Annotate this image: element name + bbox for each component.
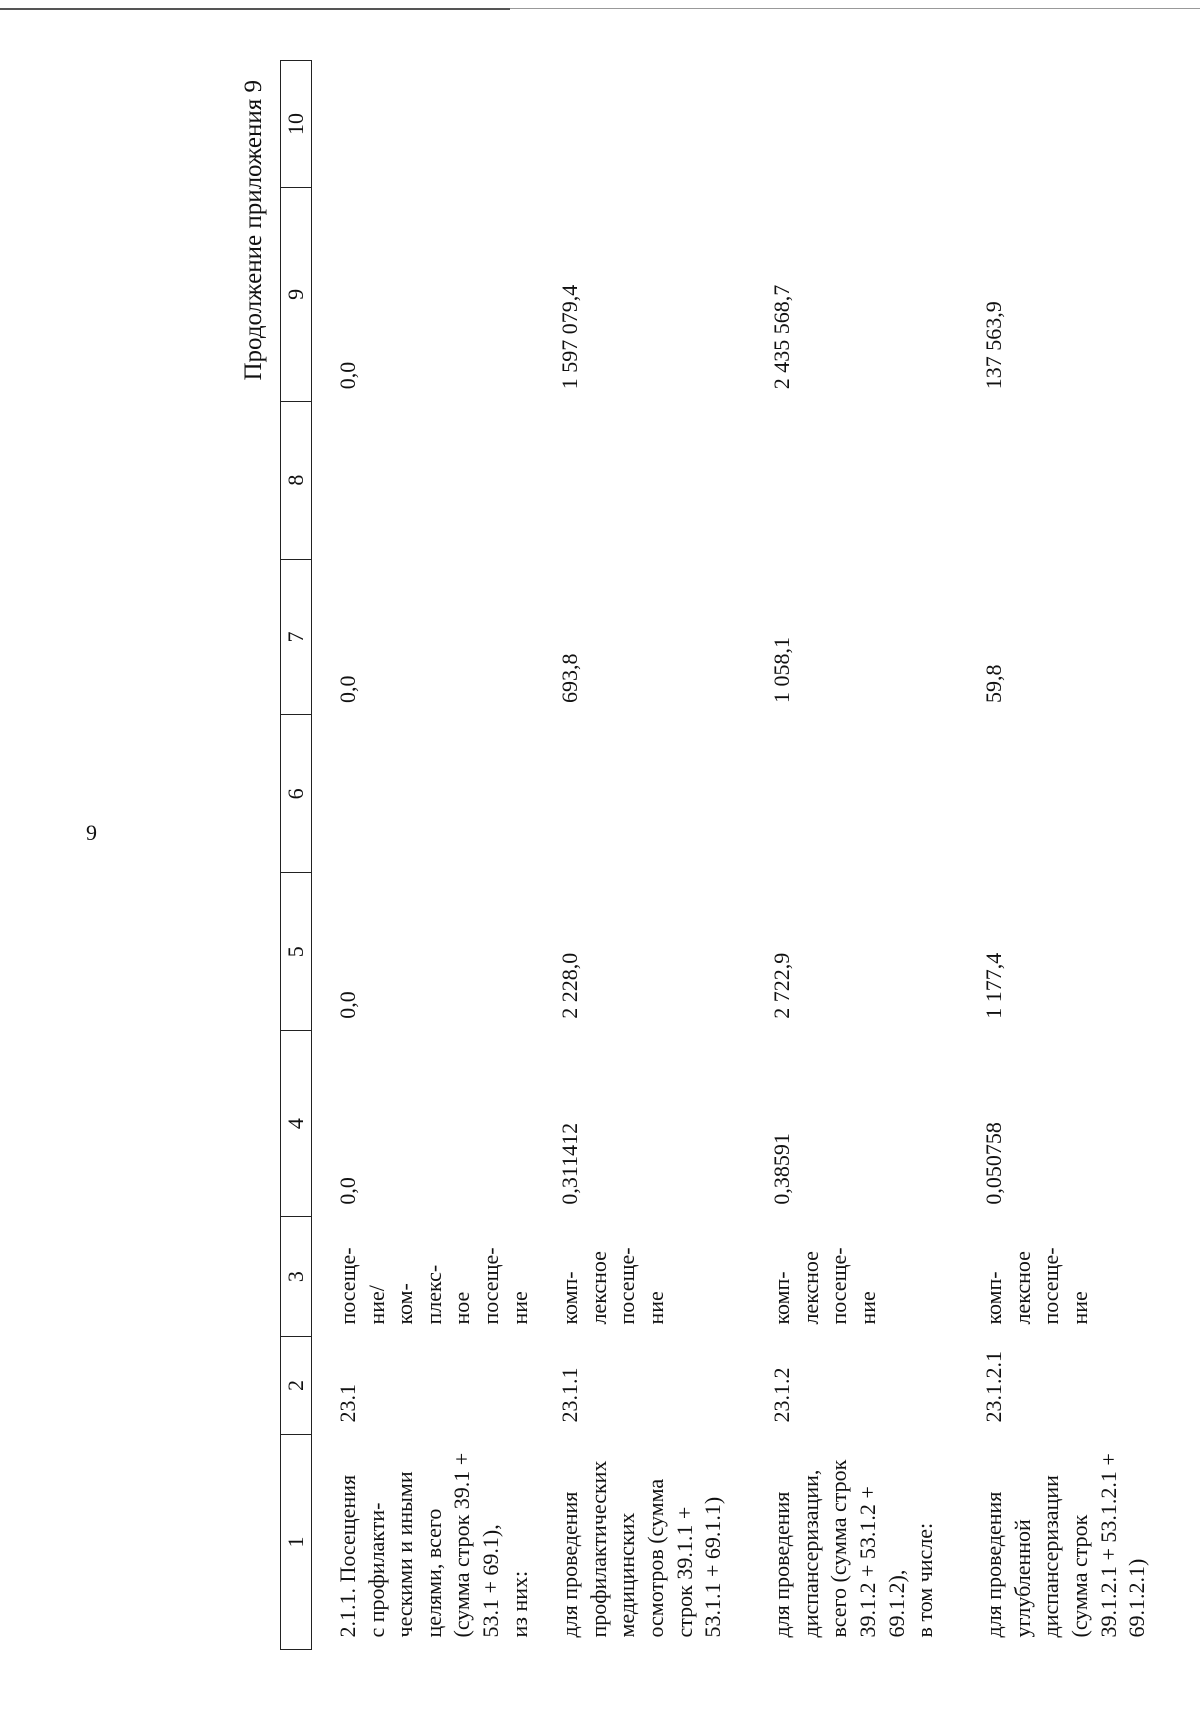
value-cell [312,401,535,559]
value-cell: 0,0 [335,991,360,1019]
row-unit: комп- лексное посеще- ние [981,1247,1092,1325]
row-name: для проведения диспансеризации, всего (с… [769,1459,938,1638]
row-code: 23.1.2 [769,1367,795,1423]
value-cell [534,401,746,559]
row-name-cell: для проведения диспансеризации, всего (с… [746,1435,958,1650]
rotated-page-content: Продолжение приложения 9 1 2 3 4 5 6 7 8… [200,60,1149,1650]
value-cell [534,61,746,188]
row-unit: комп- лексное посеще- ние [769,1247,880,1325]
value-cell [746,61,958,188]
value-cell: 1 597 079,4 [557,284,583,390]
value-cell: 1 177,4 [981,952,1007,1019]
table-row: для проведения углубленной диспансеризац… [958,61,1170,1650]
value-cell [958,401,1170,559]
value-cell [958,715,1170,873]
table-row: для проведения диспансеризации, всего (с… [746,61,958,1650]
value-cell [534,715,746,873]
value-cell: 2 722,9 [769,952,795,1019]
continuation-title: Продолжение приложения 9 [240,80,267,381]
value-cell: 0,0 [335,361,360,390]
value-cell [312,61,535,188]
row-unit-cell: комп- лексное посеще- ние [958,1217,1170,1337]
row-unit-cell: посеще- ние/ ком- плекс- ное посеще- ние [312,1217,535,1337]
column-number-row: 1 2 3 4 5 6 7 8 9 10 [280,60,312,1650]
row-unit-cell: комп- лексное посеще- ние [746,1217,958,1337]
row-name: для проведения углубленной диспансеризац… [981,1453,1150,1638]
value-cell: 0,050758 [981,1122,1007,1205]
column-header: 7 [280,559,312,715]
row-unit: посеще- ние/ ком- плекс- ное посеще- ние [335,1247,532,1325]
row-code: 23.1.1 [557,1367,583,1423]
row-code-cell: 23.1.2 [746,1337,958,1435]
value-cell: 2 435 568,7 [769,284,795,390]
data-table: 1 2 3 4 5 6 7 8 9 10 2.1.1. Посещения с … [280,60,1170,1650]
row-name-cell: для проведения профилактических медицинс… [534,1435,746,1650]
scan-edge-line [0,8,510,10]
column-header: 4 [280,1030,312,1217]
row-unit: комп- лексное посеще- ние [557,1247,668,1325]
row-name: 2.1.1. Посещения с профилакти- ческими и… [335,1452,532,1638]
column-header: 8 [280,401,312,560]
column-header: 2 [280,1336,312,1435]
table-row: 2.1.1. Посещения с профилакти- ческими и… [312,61,535,1650]
page-number: 9 [86,820,97,845]
value-cell: 0,0 [335,675,360,703]
value-cell [958,61,1170,188]
value-cell: 2 228,0 [557,952,583,1019]
column-header: 9 [280,187,312,402]
column-header: 5 [280,872,312,1031]
table-row: для проведения профилактических медицинс… [534,61,746,1650]
row-code-cell: 23.1.1 [534,1337,746,1435]
row-name-cell: 2.1.1. Посещения с профилакти- ческими и… [312,1435,535,1650]
value-cell: 1 058,1 [769,636,795,703]
value-cell: 137 563,9 [981,301,1007,390]
row-name: для проведения профилактических медицинс… [557,1460,726,1638]
row-code-cell: 23.1.2.1 [958,1337,1170,1435]
value-cell [746,715,958,873]
column-header: 6 [280,714,312,873]
row-code: 23.1.2.1 [981,1351,1007,1423]
column-header: 3 [280,1216,312,1337]
value-cell: 59,8 [981,664,1007,703]
row-code: 23.1 [335,1384,360,1423]
row-code-cell: 23.1 [312,1337,535,1435]
scan-edge-line-thin [510,8,1200,9]
value-cell: 0,38591 [769,1133,795,1205]
value-cell: 0,311412 [557,1122,583,1205]
column-header: 1 [280,1434,312,1650]
value-cell: 693,8 [557,653,583,703]
value-cell [312,715,535,873]
row-name-cell: для проведения углубленной диспансеризац… [958,1435,1170,1650]
column-header: 10 [280,60,312,188]
value-cell [746,401,958,559]
value-cell: 0,0 [335,1177,360,1205]
row-unit-cell: комп- лексное посеще- ние [534,1217,746,1337]
